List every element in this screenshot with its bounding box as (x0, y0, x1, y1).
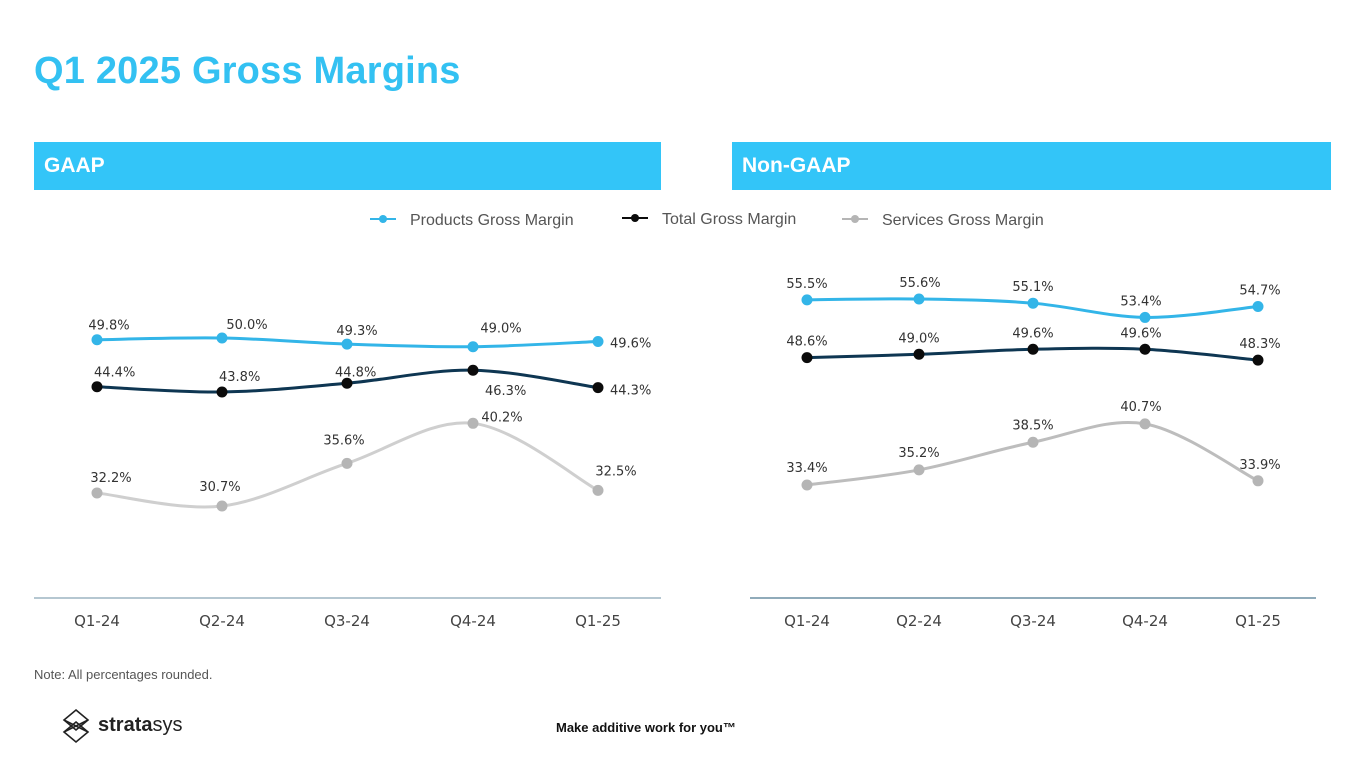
tagline: Make additive work for you™ (556, 720, 736, 735)
gaap-services-data-label: 32.5% (595, 464, 636, 479)
gaap-products-data-label: 50.0% (226, 318, 267, 333)
gaap-total-point (592, 382, 604, 394)
nongaap-total-point (913, 348, 925, 360)
nongaap-services-point (1139, 418, 1151, 430)
gaap-panel-header: GAAP (34, 142, 661, 190)
gaap-services-data-label: 35.6% (323, 433, 364, 448)
chart-legend: Products Gross Margin Total Gross Margin… (370, 208, 1070, 236)
nongaap-panel-header: Non-GAAP (732, 142, 1331, 190)
gaap-total-data-label: 44.4% (94, 366, 135, 381)
stratasys-logo: stratasys (62, 708, 182, 744)
products-legend-marker-icon (370, 215, 396, 223)
gaap-products-point (592, 335, 604, 347)
nongaap-total-point (1139, 343, 1151, 355)
nongaap-services-data-label: 33.9% (1239, 458, 1280, 473)
nongaap-x-tick-label: Q3-24 (1010, 612, 1056, 630)
nongaap-x-tick-label: Q4-24 (1122, 612, 1168, 630)
gaap-total-point (91, 381, 103, 393)
gaap-products-point (467, 341, 479, 353)
gaap-products-point (216, 332, 228, 344)
nongaap-services-data-label: 33.4% (786, 461, 827, 476)
gaap-services-data-label: 30.7% (199, 480, 240, 495)
gaap-total-point (216, 386, 228, 398)
gaap-products-point (91, 334, 103, 346)
nongaap-services-data-label: 35.2% (898, 446, 939, 461)
nongaap-total-point (1027, 343, 1039, 355)
nongaap-services-point (1027, 436, 1039, 448)
nongaap-chart: Q1-24 Q2-24 Q3-24 Q4-24 Q1-25 33.4% 35.2% 38.5%… (750, 240, 1316, 640)
legend-label-products: Products Gross Margin (410, 212, 574, 229)
nongaap-products-data-label: 54.7% (1239, 284, 1280, 299)
nongaap-services-point (913, 464, 925, 476)
gaap-x-tick-label: Q3-24 (324, 612, 370, 630)
gaap-services-point (467, 417, 479, 429)
nongaap-products-point (1139, 311, 1151, 323)
gaap-total-point (467, 364, 479, 376)
legend-label-services: Services Gross Margin (882, 212, 1044, 229)
nongaap-products-point (1252, 301, 1264, 313)
gaap-services-point (91, 487, 103, 499)
nongaap-total-data-label: 49.0% (898, 331, 939, 346)
gaap-total-point (341, 377, 353, 389)
nongaap-total-point (801, 352, 813, 364)
nongaap-x-tick-label: Q1-25 (1235, 612, 1281, 630)
gaap-chart: Q1-24 Q2-24 Q3-24 Q4-24 Q1-25 32.2% 30.7% 35.6%… (34, 240, 661, 640)
gaap-total-data-label: 44.3% (610, 384, 651, 399)
gaap-products-data-label: 49.0% (480, 322, 521, 337)
legend-label-total: Total Gross Margin (662, 211, 797, 228)
logo-light-text: sys (152, 714, 183, 736)
nongaap-services-point (801, 479, 813, 491)
gaap-chart-svg: Q1-24 Q2-24 Q3-24 Q4-24 Q1-25 32.2% 30.7% 35.6%… (34, 318, 661, 630)
gaap-total-data-label: 46.3% (485, 384, 526, 399)
nongaap-total-data-label: 48.3% (1239, 337, 1280, 352)
footnote: Note: All percentages rounded. (34, 667, 213, 682)
nongaap-products-point (801, 294, 813, 306)
gaap-services-point (216, 500, 228, 512)
gaap-services-point (341, 457, 353, 469)
stratasys-logo-icon (62, 708, 90, 744)
nongaap-chart-svg: Q1-24 Q2-24 Q3-24 Q4-24 Q1-25 33.4% 35.2% 38.5%… (750, 276, 1316, 630)
nongaap-products-point (1027, 297, 1039, 309)
nongaap-total-data-label: 48.6% (786, 335, 827, 350)
gaap-products-data-label: 49.3% (336, 324, 377, 339)
nongaap-total-point (1252, 354, 1264, 366)
nongaap-total-data-label: 49.6% (1120, 326, 1161, 341)
gaap-total-data-label: 44.8% (335, 365, 376, 380)
total-legend-marker-icon (622, 214, 648, 222)
stratasys-wordmark: stratasys (98, 714, 182, 737)
gaap-total-data-label: 43.8% (219, 370, 260, 385)
nongaap-x-tick-label: Q1-24 (784, 612, 830, 630)
nongaap-products-point (913, 293, 925, 305)
nongaap-services-point (1252, 475, 1264, 487)
gaap-services-point (592, 484, 604, 496)
gaap-x-tick-label: Q1-25 (575, 612, 621, 630)
logo-bold-text: strata (98, 714, 153, 736)
gaap-products-point (341, 338, 353, 350)
nongaap-products-data-label: 55.5% (786, 277, 827, 292)
gaap-x-tick-label: Q2-24 (199, 612, 245, 630)
gaap-products-data-label: 49.8% (88, 319, 129, 334)
gaap-services-data-label: 40.2% (481, 410, 522, 425)
nongaap-services-data-label: 40.7% (1120, 400, 1161, 415)
gaap-products-data-label: 49.6% (610, 336, 651, 351)
services-legend-marker-icon (842, 215, 868, 223)
nongaap-products-data-label: 55.6% (899, 276, 940, 291)
page-title: Q1 2025 Gross Margins (34, 50, 461, 92)
gaap-x-tick-label: Q4-24 (450, 612, 496, 630)
nongaap-products-data-label: 55.1% (1012, 280, 1053, 295)
gaap-x-tick-label: Q1-24 (74, 612, 120, 630)
nongaap-products-data-label: 53.4% (1120, 294, 1161, 309)
nongaap-services-data-label: 38.5% (1012, 418, 1053, 433)
nongaap-total-data-label: 49.6% (1012, 326, 1053, 341)
nongaap-x-tick-label: Q2-24 (896, 612, 942, 630)
gaap-services-data-label: 32.2% (90, 471, 131, 486)
